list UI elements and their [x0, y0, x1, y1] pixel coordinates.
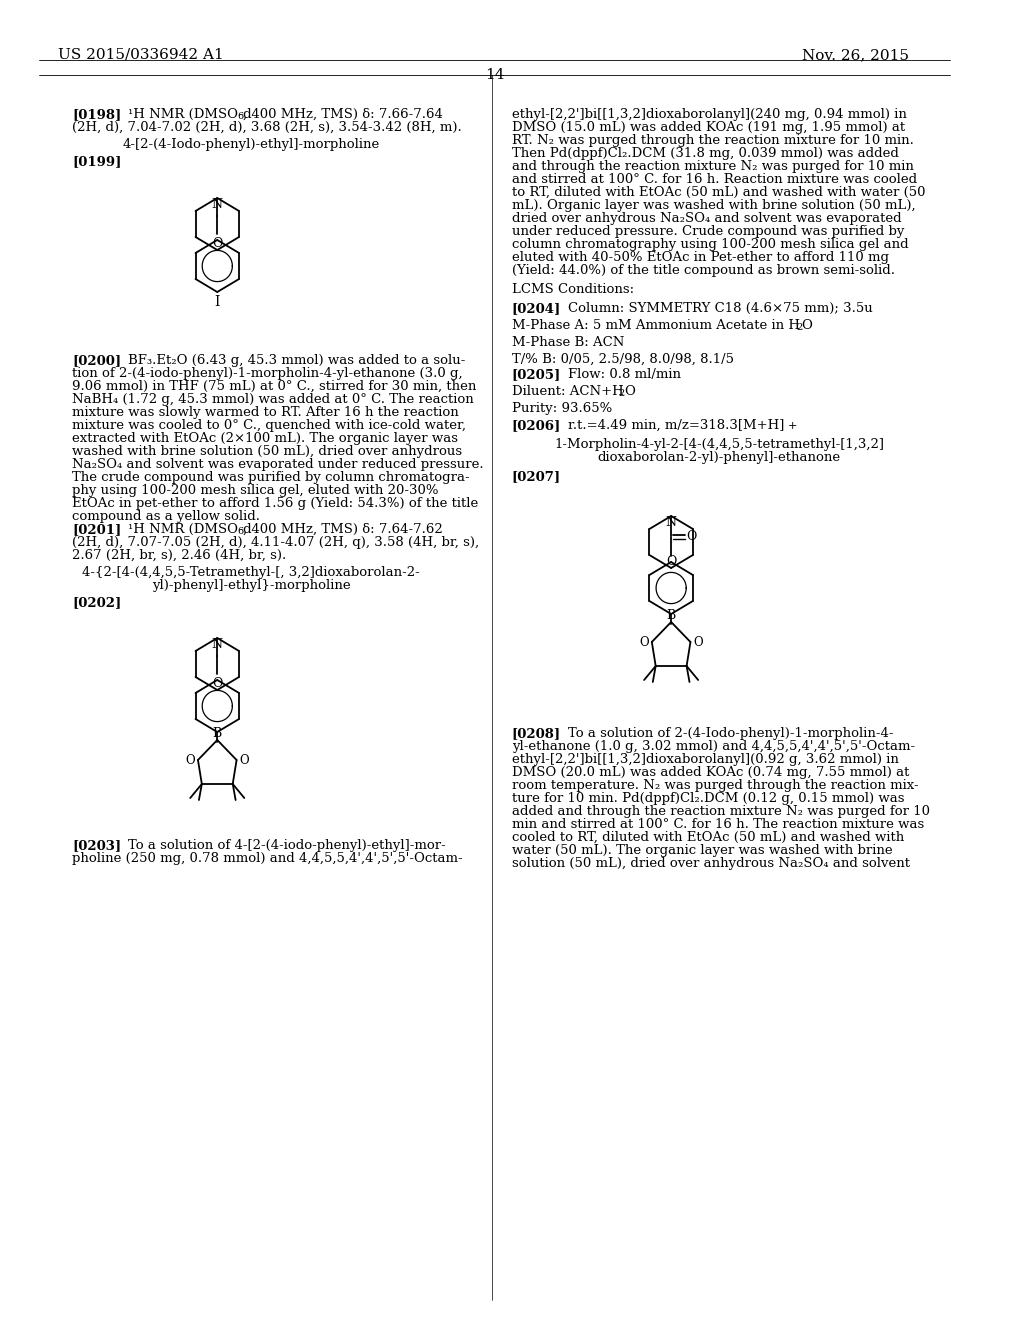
Text: RT. N₂ was purged through the reaction mixture for 10 min.: RT. N₂ was purged through the reaction m… [512, 135, 913, 147]
Text: 4-[2-(4-Iodo-phenyl)-ethyl]-morpholine: 4-[2-(4-Iodo-phenyl)-ethyl]-morpholine [123, 139, 380, 150]
Text: [0198]: [0198] [73, 108, 122, 121]
Text: [0203]: [0203] [73, 840, 122, 851]
Text: O: O [212, 238, 222, 249]
Text: LCMS Conditions:: LCMS Conditions: [512, 282, 634, 296]
Text: [0199]: [0199] [73, 154, 122, 168]
Text: +: + [788, 421, 798, 432]
Text: compound as a yellow solid.: compound as a yellow solid. [73, 510, 260, 523]
Text: eluted with 40-50% EtOAc in Pet-ether to afford 110 mg: eluted with 40-50% EtOAc in Pet-ether to… [512, 251, 889, 264]
Text: [0200]: [0200] [73, 354, 122, 367]
Text: ethyl-[2,2']bi[[1,3,2]dioxaborolanyl](0.92 g, 3.62 mmol) in: ethyl-[2,2']bi[[1,3,2]dioxaborolanyl](0.… [512, 752, 899, 766]
Text: ethyl-[2,2']bi[[1,3,2]dioxaborolanyl](240 mg, 0.94 mmol) in: ethyl-[2,2']bi[[1,3,2]dioxaborolanyl](24… [512, 108, 906, 121]
Text: DMSO (15.0 mL) was added KOAc (191 mg, 1.95 mmol) at: DMSO (15.0 mL) was added KOAc (191 mg, 1… [512, 121, 905, 135]
Text: (2H, d), 7.04-7.02 (2H, d), 3.68 (2H, s), 3.54-3.42 (8H, m).: (2H, d), 7.04-7.02 (2H, d), 3.68 (2H, s)… [73, 121, 462, 135]
Text: cooled to RT, diluted with EtOAc (50 mL) and washed with: cooled to RT, diluted with EtOAc (50 mL)… [512, 832, 904, 843]
Text: Na₂SO₄ and solvent was evaporated under reduced pressure.: Na₂SO₄ and solvent was evaporated under … [73, 458, 484, 471]
Text: ture for 10 min. Pd(dppf)Cl₂.DCM (0.12 g, 0.15 mmol) was: ture for 10 min. Pd(dppf)Cl₂.DCM (0.12 g… [512, 792, 904, 805]
Text: EtOAc in pet-ether to afford 1.56 g (Yield: 54.3%) of the title: EtOAc in pet-ether to afford 1.56 g (Yie… [73, 498, 478, 510]
Text: Then Pd(dppf)Cl₂.DCM (31.8 mg, 0.039 mmol) was added: Then Pd(dppf)Cl₂.DCM (31.8 mg, 0.039 mmo… [512, 147, 899, 160]
Text: US 2015/0336942 A1: US 2015/0336942 A1 [58, 48, 223, 62]
Text: yl)-phenyl]-ethyl}-morpholine: yl)-phenyl]-ethyl}-morpholine [152, 579, 350, 591]
Text: 2: 2 [618, 389, 625, 399]
Text: 14: 14 [484, 69, 504, 82]
Text: N: N [666, 516, 677, 529]
Text: under reduced pressure. Crude compound was purified by: under reduced pressure. Crude compound w… [512, 224, 904, 238]
Text: r.t.=4.49 min, m/z=318.3[M+H]: r.t.=4.49 min, m/z=318.3[M+H] [568, 418, 784, 432]
Text: M-Phase A: 5 mM Ammonium Acetate in H: M-Phase A: 5 mM Ammonium Acetate in H [512, 319, 800, 333]
Text: pholine (250 mg, 0.78 mmol) and 4,4,5,5,4',4',5',5'-Octam-: pholine (250 mg, 0.78 mmol) and 4,4,5,5,… [73, 851, 463, 865]
Text: B: B [667, 609, 676, 622]
Text: Purity: 93.65%: Purity: 93.65% [512, 403, 612, 414]
Text: 1-Morpholin-4-yl-2-[4-(4,4,5,5-tetramethyl-[1,3,2]: 1-Morpholin-4-yl-2-[4-(4,4,5,5-tetrameth… [554, 438, 885, 451]
Text: O: O [693, 635, 703, 648]
Text: ¹H NMR (DMSO-d: ¹H NMR (DMSO-d [128, 108, 252, 121]
Text: M-Phase B: ACN: M-Phase B: ACN [512, 337, 625, 348]
Text: O: O [666, 554, 676, 568]
Text: [0205]: [0205] [512, 368, 561, 381]
Text: , 400 MHz, TMS) δ: 7.64-7.62: , 400 MHz, TMS) δ: 7.64-7.62 [244, 523, 443, 536]
Text: ¹H NMR (DMSO-d: ¹H NMR (DMSO-d [128, 523, 252, 536]
Text: to RT, diluted with EtOAc (50 mL) and washed with water (50: to RT, diluted with EtOAc (50 mL) and wa… [512, 186, 926, 199]
Text: extracted with EtOAc (2×100 mL). The organic layer was: extracted with EtOAc (2×100 mL). The org… [73, 432, 459, 445]
Text: dried over anhydrous Na₂SO₄ and solvent was evaporated: dried over anhydrous Na₂SO₄ and solvent … [512, 213, 901, 224]
Text: 4-{2-[4-(4,4,5,5-Tetramethyl-[, 3,2]dioxaborolan-2-: 4-{2-[4-(4,4,5,5-Tetramethyl-[, 3,2]diox… [82, 566, 420, 579]
Text: solution (50 mL), dried over anhydrous Na₂SO₄ and solvent: solution (50 mL), dried over anhydrous N… [512, 857, 909, 870]
Text: mL). Organic layer was washed with brine solution (50 mL),: mL). Organic layer was washed with brine… [512, 199, 915, 213]
Text: N: N [212, 198, 223, 211]
Text: min and stirred at 100° C. for 16 h. The reaction mixture was: min and stirred at 100° C. for 16 h. The… [512, 818, 924, 832]
Text: Nov. 26, 2015: Nov. 26, 2015 [802, 48, 908, 62]
Text: O: O [624, 385, 635, 399]
Text: 6: 6 [238, 527, 244, 536]
Text: washed with brine solution (50 mL), dried over anhydrous: washed with brine solution (50 mL), drie… [73, 445, 463, 458]
Text: 6: 6 [238, 112, 244, 121]
Text: [0202]: [0202] [73, 597, 122, 609]
Text: mixture was cooled to 0° C., quenched with ice-cold water,: mixture was cooled to 0° C., quenched wi… [73, 418, 466, 432]
Text: 2: 2 [797, 323, 803, 333]
Text: [0207]: [0207] [512, 470, 561, 483]
Text: phy using 100-200 mesh silica gel, eluted with 20-30%: phy using 100-200 mesh silica gel, elute… [73, 484, 439, 498]
Text: column chromatography using 100-200 mesh silica gel and: column chromatography using 100-200 mesh… [512, 238, 908, 251]
Text: (Yield: 44.0%) of the title compound as brown semi-solid.: (Yield: 44.0%) of the title compound as … [512, 264, 895, 277]
Text: Flow: 0.8 ml/min: Flow: 0.8 ml/min [568, 368, 681, 381]
Text: NaBH₄ (1.72 g, 45.3 mmol) was added at 0° C. The reaction: NaBH₄ (1.72 g, 45.3 mmol) was added at 0… [73, 393, 474, 407]
Text: tion of 2-(4-iodo-phenyl)-1-morpholin-4-yl-ethanone (3.0 g,: tion of 2-(4-iodo-phenyl)-1-morpholin-4-… [73, 367, 463, 380]
Text: 2.67 (2H, br, s), 2.46 (4H, br, s).: 2.67 (2H, br, s), 2.46 (4H, br, s). [73, 549, 287, 562]
Text: room temperature. N₂ was purged through the reaction mix-: room temperature. N₂ was purged through … [512, 779, 919, 792]
Text: O: O [802, 319, 812, 333]
Text: [0201]: [0201] [73, 523, 122, 536]
Text: and through the reaction mixture N₂ was purged for 10 min: and through the reaction mixture N₂ was … [512, 160, 913, 173]
Text: Diluent: ACN+H: Diluent: ACN+H [512, 385, 624, 399]
Text: DMSO (20.0 mL) was added KOAc (0.74 mg, 7.55 mmol) at: DMSO (20.0 mL) was added KOAc (0.74 mg, … [512, 766, 909, 779]
Text: added and through the reaction mixture N₂ was purged for 10: added and through the reaction mixture N… [512, 805, 930, 818]
Text: O: O [212, 677, 222, 690]
Text: T/% B: 0/05, 2.5/98, 8.0/98, 8.1/5: T/% B: 0/05, 2.5/98, 8.0/98, 8.1/5 [512, 352, 734, 366]
Text: The crude compound was purified by column chromatogra-: The crude compound was purified by colum… [73, 471, 470, 484]
Text: dioxaborolan-2-yl)-phenyl]-ethanone: dioxaborolan-2-yl)-phenyl]-ethanone [598, 451, 841, 465]
Text: [0204]: [0204] [512, 302, 561, 315]
Text: and stirred at 100° C. for 16 h. Reaction mixture was cooled: and stirred at 100° C. for 16 h. Reactio… [512, 173, 916, 186]
Text: O: O [185, 754, 195, 767]
Text: 9.06 mmol) in THF (75 mL) at 0° C., stirred for 30 min, then: 9.06 mmol) in THF (75 mL) at 0° C., stir… [73, 380, 477, 393]
Text: (2H, d), 7.07-7.05 (2H, d), 4.11-4.07 (2H, q), 3.58 (4H, br, s),: (2H, d), 7.07-7.05 (2H, d), 4.11-4.07 (2… [73, 536, 479, 549]
Text: O: O [240, 754, 249, 767]
Text: To a solution of 2-(4-Iodo-phenyl)-1-morpholin-4-: To a solution of 2-(4-Iodo-phenyl)-1-mor… [568, 727, 893, 741]
Text: To a solution of 4-[2-(4-iodo-phenyl)-ethyl]-mor-: To a solution of 4-[2-(4-iodo-phenyl)-et… [128, 840, 446, 851]
Text: Column: SYMMETRY C18 (4.6×75 mm); 3.5u: Column: SYMMETRY C18 (4.6×75 mm); 3.5u [568, 302, 872, 315]
Text: BF₃.Et₂O (6.43 g, 45.3 mmol) was added to a solu-: BF₃.Et₂O (6.43 g, 45.3 mmol) was added t… [128, 354, 466, 367]
Text: N: N [212, 638, 223, 651]
Text: O: O [687, 531, 697, 544]
Text: I: I [215, 294, 220, 309]
Text: B: B [213, 727, 222, 741]
Text: , 400 MHz, TMS) δ: 7.66-7.64: , 400 MHz, TMS) δ: 7.66-7.64 [244, 108, 443, 121]
Text: mixture was slowly warmed to RT. After 16 h the reaction: mixture was slowly warmed to RT. After 1… [73, 407, 459, 418]
Text: [0206]: [0206] [512, 418, 561, 432]
Text: water (50 mL). The organic layer was washed with brine: water (50 mL). The organic layer was was… [512, 843, 893, 857]
Text: [0208]: [0208] [512, 727, 561, 741]
Text: yl-ethanone (1.0 g, 3.02 mmol) and 4,4,5,5,4',4',5',5'-Octam-: yl-ethanone (1.0 g, 3.02 mmol) and 4,4,5… [512, 741, 914, 752]
Text: O: O [639, 635, 649, 648]
